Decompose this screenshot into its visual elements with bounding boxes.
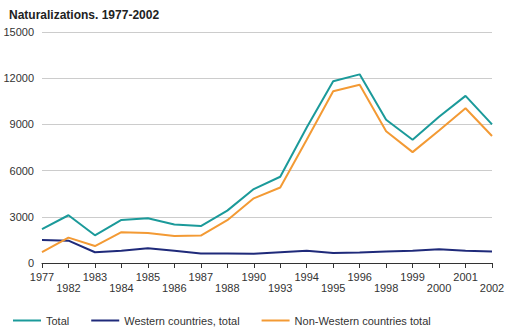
svg-text:15000: 15000 [3, 26, 34, 38]
svg-text:9000: 9000 [10, 118, 34, 130]
svg-text:6000: 6000 [10, 165, 34, 177]
svg-text:12000: 12000 [3, 72, 34, 84]
svg-text:1998: 1998 [374, 282, 398, 294]
svg-text:Total: Total [46, 315, 69, 327]
svg-text:Naturalizations. 1977-2002: Naturalizations. 1977-2002 [9, 8, 159, 22]
svg-text:1986: 1986 [162, 282, 186, 294]
svg-text:Non-Western countries total: Non-Western countries total [295, 315, 431, 327]
svg-text:1996: 1996 [347, 271, 371, 283]
svg-text:1994: 1994 [294, 271, 318, 283]
svg-text:1985: 1985 [136, 271, 160, 283]
svg-text:1987: 1987 [189, 271, 213, 283]
svg-text:3000: 3000 [10, 211, 34, 223]
svg-text:1988: 1988 [215, 282, 239, 294]
svg-text:2000: 2000 [427, 282, 451, 294]
svg-text:1999: 1999 [400, 271, 424, 283]
svg-text:0: 0 [28, 257, 34, 269]
svg-text:1982: 1982 [56, 282, 80, 294]
svg-text:2001: 2001 [453, 271, 477, 283]
svg-text:2002: 2002 [480, 282, 504, 294]
svg-text:1995: 1995 [321, 282, 345, 294]
svg-text:1993: 1993 [268, 282, 292, 294]
svg-text:1990: 1990 [242, 271, 266, 283]
svg-text:1984: 1984 [109, 282, 133, 294]
svg-text:Western countries, total: Western countries, total [124, 315, 239, 327]
svg-text:1983: 1983 [83, 271, 107, 283]
svg-text:1977: 1977 [30, 271, 54, 283]
